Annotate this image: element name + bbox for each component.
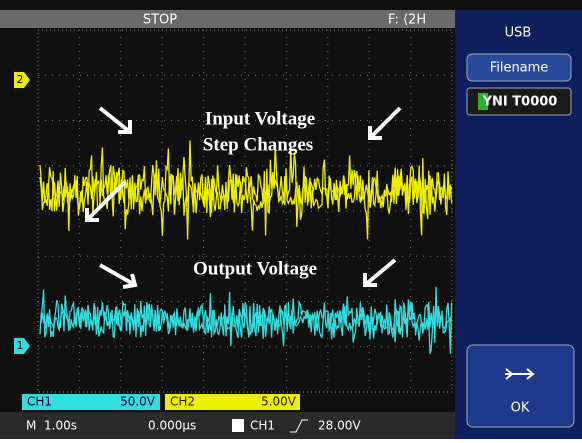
menu-title: USB: [505, 26, 532, 41]
ch1-scale: 50.0V: [120, 395, 156, 409]
ch2-scale: 5.00V: [261, 395, 297, 409]
ch2-label: CH2: [170, 395, 195, 409]
trigger-icon: [232, 419, 244, 432]
ch1-marker-label: 1: [17, 339, 24, 352]
trigger-info: F: ⟨2H: [388, 13, 426, 28]
annotation: Step Changes: [203, 134, 313, 155]
annotation: Input Voltage: [205, 108, 315, 129]
ch2-marker-label: 2: [17, 73, 24, 86]
ch1-label: CH1: [27, 395, 52, 409]
oscilloscope-screen: STOP F: ⟨2H USB Filename YNI T0000 OK 2 …: [0, 0, 582, 439]
trigger-source: CH1: [250, 419, 275, 433]
annotation: Output Voltage: [193, 258, 317, 279]
status: STOP: [143, 13, 177, 28]
timebase: 1.00s: [44, 419, 77, 433]
trigger-level: 28.00V: [318, 419, 361, 433]
filename-value: YNI T0000: [482, 95, 558, 110]
mode: M: [26, 419, 36, 433]
ok-label: OK: [511, 401, 530, 416]
filename-label: Filename: [490, 61, 549, 76]
offset: 0.000μs: [148, 419, 196, 433]
top-bar: [0, 10, 455, 28]
